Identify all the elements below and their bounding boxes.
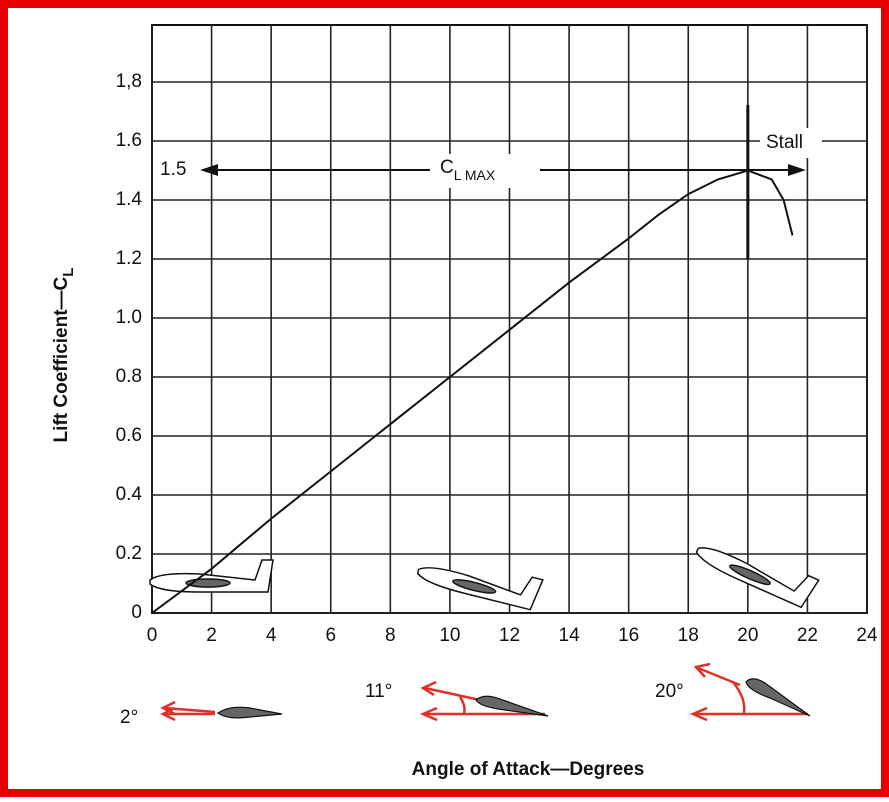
x-tick-label: 10 — [439, 625, 460, 646]
annotation: CL MAX — [440, 157, 496, 183]
y-tick-label: 0.8 — [116, 366, 142, 387]
x-tick-label: 16 — [618, 625, 639, 646]
label-bg — [430, 154, 540, 188]
y-tick-label: 1,8 — [116, 71, 142, 92]
y-axis-label-subscript: L — [60, 268, 77, 277]
airfoil — [216, 678, 811, 719]
angle-label: 20° — [655, 681, 684, 702]
angle-label: 2° — [120, 707, 138, 728]
annotation-subscript: L MAX — [454, 167, 496, 183]
airplane-icon — [149, 559, 274, 593]
airfoil-diagram — [160, 662, 808, 722]
x-axis-label: Angle of Attack—Degrees — [412, 759, 645, 780]
x-tick-label: 20 — [737, 625, 758, 646]
y-axis-label-text: Lift Coefficient—C — [51, 276, 72, 442]
arrow-head — [788, 164, 806, 176]
annotation: 1.5 — [160, 159, 186, 180]
x-tick-label: 24 — [856, 625, 878, 646]
x-tick-label: 22 — [797, 625, 818, 646]
label-bg — [760, 128, 822, 158]
y-tick-label: 0.2 — [116, 543, 142, 564]
arrow-head — [200, 164, 218, 176]
y-tick-label: 1.0 — [116, 307, 142, 328]
plot-area — [151, 24, 868, 614]
y-tick-label: 0.6 — [116, 425, 142, 446]
x-tick-label: 6 — [325, 625, 336, 646]
x-tick-label: 14 — [559, 625, 581, 646]
annotation-text: C — [440, 157, 454, 178]
x-tick-label: 8 — [385, 625, 396, 646]
x-tick-label: 18 — [678, 625, 699, 646]
y-tick-label: 1.6 — [116, 130, 142, 151]
data-line — [151, 169, 794, 614]
y-tick-label: 1.2 — [116, 248, 142, 269]
airplane-icon — [695, 547, 820, 609]
y-axis-label: Lift Coefficient—CL — [51, 268, 77, 443]
x-tick-label: 4 — [266, 625, 277, 646]
x-tick-label: 0 — [147, 625, 158, 646]
x-tick-label: 2 — [206, 625, 217, 646]
annotation: Stall — [766, 132, 803, 153]
y-tick-label: 0 — [131, 602, 142, 623]
x-tick-label: 12 — [499, 625, 520, 646]
y-tick-label: 1.4 — [116, 189, 143, 210]
y-tick-label: 0.4 — [116, 484, 143, 505]
angle-label: 11° — [365, 681, 392, 702]
airplane-icon — [416, 567, 544, 611]
